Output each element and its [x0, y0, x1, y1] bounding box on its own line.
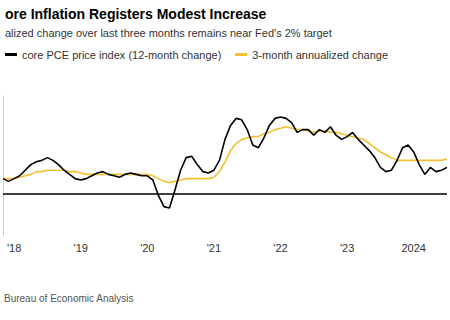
svg-text:3-month annualized change: 3-month annualized change — [252, 49, 388, 61]
svg-text:'20: '20 — [140, 242, 154, 254]
svg-text:'22: '22 — [273, 242, 287, 254]
svg-text:'19: '19 — [74, 242, 88, 254]
svg-text:'21: '21 — [207, 242, 221, 254]
svg-text:ore Inflation Registers Modest: ore Inflation Registers Modest Increase — [5, 6, 267, 22]
svg-text:'18: '18 — [7, 242, 21, 254]
svg-text:Bureau of Economic Analysis: Bureau of Economic Analysis — [4, 293, 134, 304]
svg-text:'23: '23 — [340, 242, 354, 254]
svg-text:alized change over last three: alized change over last three months rem… — [5, 27, 332, 39]
svg-text:2024: 2024 — [401, 242, 425, 254]
svg-text:core PCE price index (12-month: core PCE price index (12-month change) — [22, 49, 221, 61]
